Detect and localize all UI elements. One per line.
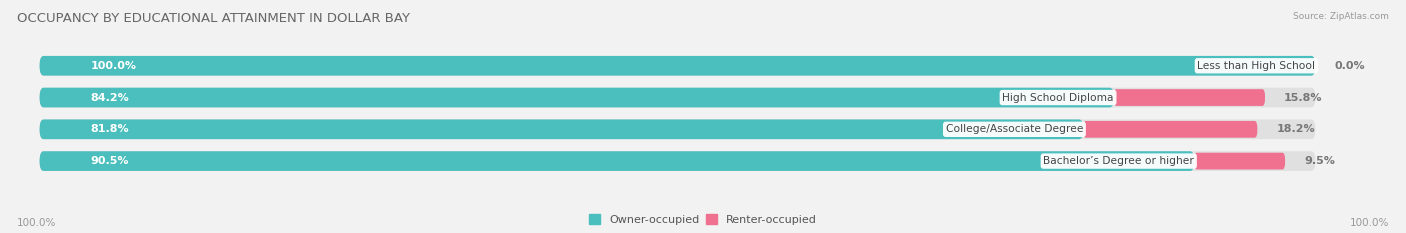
Text: 15.8%: 15.8% — [1284, 93, 1323, 103]
FancyBboxPatch shape — [1083, 121, 1257, 138]
Legend: Owner-occupied, Renter-occupied: Owner-occupied, Renter-occupied — [585, 210, 821, 229]
FancyBboxPatch shape — [1194, 153, 1285, 169]
FancyBboxPatch shape — [39, 120, 1083, 139]
Text: Bachelor’s Degree or higher: Bachelor’s Degree or higher — [1043, 156, 1194, 166]
Text: Source: ZipAtlas.com: Source: ZipAtlas.com — [1294, 12, 1389, 21]
FancyBboxPatch shape — [39, 56, 1316, 76]
FancyBboxPatch shape — [39, 88, 1316, 107]
FancyBboxPatch shape — [39, 151, 1194, 171]
Text: College/Associate Degree: College/Associate Degree — [946, 124, 1083, 134]
FancyBboxPatch shape — [39, 56, 1316, 76]
Text: 90.5%: 90.5% — [90, 156, 129, 166]
Text: OCCUPANCY BY EDUCATIONAL ATTAINMENT IN DOLLAR BAY: OCCUPANCY BY EDUCATIONAL ATTAINMENT IN D… — [17, 12, 411, 25]
Text: 84.2%: 84.2% — [90, 93, 129, 103]
FancyBboxPatch shape — [39, 88, 1114, 107]
Text: 18.2%: 18.2% — [1277, 124, 1315, 134]
Text: High School Diploma: High School Diploma — [1002, 93, 1114, 103]
Text: 100.0%: 100.0% — [1350, 218, 1389, 228]
FancyBboxPatch shape — [1114, 89, 1265, 106]
Text: 100.0%: 100.0% — [90, 61, 136, 71]
Text: 100.0%: 100.0% — [17, 218, 56, 228]
Text: Less than High School: Less than High School — [1198, 61, 1316, 71]
Text: 81.8%: 81.8% — [90, 124, 129, 134]
FancyBboxPatch shape — [39, 151, 1316, 171]
Text: 0.0%: 0.0% — [1334, 61, 1365, 71]
Text: 9.5%: 9.5% — [1305, 156, 1336, 166]
FancyBboxPatch shape — [39, 120, 1316, 139]
